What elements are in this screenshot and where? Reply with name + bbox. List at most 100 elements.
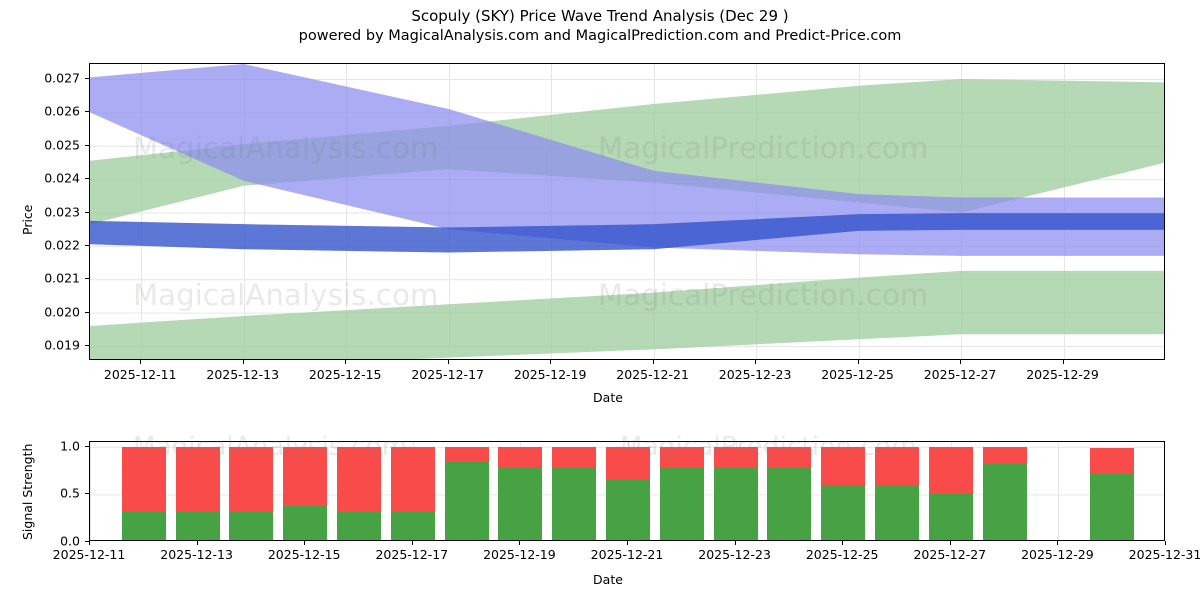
sell-power-bar[interactable] [928,446,973,495]
price-x-tick-label: 2025-12-15 [308,367,382,382]
buy-power-bar[interactable] [713,467,758,540]
power-x-tick-mark [1057,541,1059,545]
price-x-tick-mark [447,360,449,364]
power-x-axis-label: Date [593,572,623,587]
price-chart-axes [89,63,1165,360]
sell-power-bar[interactable] [229,446,274,512]
buy-power-bar[interactable] [390,511,435,540]
power-x-tick-mark [89,541,90,545]
price-y-tick-mark [85,211,89,213]
buy-power-bar[interactable] [874,484,920,540]
power-y-tick-label: 0.5 [60,485,80,501]
power-x-tick-mark [627,541,628,545]
buy-power-bar[interactable] [821,484,866,540]
buy-power-bar[interactable] [928,494,973,540]
power-x-tick-label: 2025-12-11 [52,547,126,562]
price-x-tick-mark [1062,360,1064,364]
sell-power-bar[interactable] [121,446,166,512]
price-y-tick-mark [85,111,89,113]
buy-power-bar[interactable] [982,463,1027,540]
page-subtitle: powered by MagicalAnalysis.com and Magic… [298,28,902,44]
price-x-tick-mark [242,360,244,364]
price-y-tick-mark [85,278,89,280]
price-x-tick-mark [550,360,552,364]
buy-power-bar[interactable] [659,467,704,540]
sell-power-bar[interactable] [444,446,489,462]
price-y-tick-label: 0.020 [44,304,80,320]
buy-power-bar[interactable] [175,511,220,540]
buy-power-bar[interactable] [605,480,651,540]
power-x-tick-label: 2025-12-13 [160,547,233,562]
power-x-tick-mark [1165,541,1166,545]
price-y-tick-label: 0.022 [44,237,80,253]
power-x-tick-label: 2025-12-27 [913,547,987,562]
buy-power-bar[interactable] [121,511,166,540]
power-x-tick-label: 2025-12-31 [1128,547,1200,562]
price-x-tick-mark [345,360,347,364]
sell-power-bar[interactable] [498,446,543,468]
power-y-tick-label: 0.0 [60,533,80,549]
price-band-inner-dark-blue-band [90,213,1164,253]
price-wave-bands [90,64,1164,359]
buy-power-bar[interactable] [498,467,543,540]
sell-power-bar[interactable] [874,446,920,485]
title-block: Scopuly (SKY) Price Wave Trend Analysis … [0,6,1200,46]
power-x-tick-mark [519,541,521,545]
power-x-tick-mark [949,541,951,545]
buy-power-bar[interactable] [444,462,489,540]
sell-power-bar[interactable] [175,446,220,512]
price-y-tick-label: 0.027 [44,70,80,86]
power-y-tick-label: 1.0 [60,438,80,454]
price-band-outer-green-upper [90,79,1164,225]
price-band-outer-green-lower [90,270,1164,359]
buy-power-bar[interactable] [1090,474,1135,540]
power-x-tick-label: 2025-12-15 [267,547,341,562]
price-x-tick-label: 2025-12-11 [103,367,177,382]
buy-power-bar[interactable] [336,511,382,540]
price-x-tick-mark [857,360,859,364]
power-y-tick-mark [85,445,89,447]
power-chart-axes: Buy and Sell Powers [89,441,1165,541]
buy-power-bar[interactable] [283,505,328,540]
sell-power-bar[interactable] [821,446,866,485]
price-y-tick-label: 0.026 [44,103,80,119]
power-y-axis-label: Signal Strength [20,443,35,540]
price-y-tick-label: 0.025 [44,137,80,153]
power-x-tick-mark [842,541,844,545]
power-x-tick-label: 2025-12-23 [698,547,771,562]
page-title: Scopuly (SKY) Price Wave Trend Analysis … [411,7,789,25]
price-y-tick-label: 0.023 [44,204,80,219]
power-y-tick-mark [85,493,89,495]
sell-power-bar[interactable] [659,446,704,468]
price-band-blue-wave-band [90,64,1164,256]
sell-power-bar[interactable] [552,446,597,468]
buy-power-bar[interactable] [552,467,597,540]
power-x-tick-mark [734,541,736,545]
sell-power-bar[interactable] [1090,447,1135,475]
power-x-tick-label: 2025-12-21 [590,547,664,562]
price-x-tick-label: 2025-12-25 [821,367,894,382]
sell-power-bar[interactable] [767,446,812,468]
sell-power-bar[interactable] [336,446,382,512]
sell-power-bar[interactable] [605,446,651,481]
price-y-tick-label: 0.019 [44,337,80,353]
price-x-tick-mark [652,360,654,364]
buy-power-bar[interactable] [767,467,812,540]
power-x-tick-label: 2025-12-17 [375,547,449,562]
sell-power-bar[interactable] [982,446,1027,464]
price-y-tick-label: 0.021 [44,270,80,286]
power-x-tick-label: 2025-12-29 [1021,547,1094,562]
price-x-tick-label: 2025-12-17 [411,367,484,382]
price-x-tick-label: 2025-12-29 [1026,367,1099,382]
price-y-tick-mark [85,311,89,313]
price-x-tick-mark [960,360,962,364]
sell-power-bar[interactable] [713,446,758,468]
buy-power-bar[interactable] [229,511,274,540]
price-plot-area [90,64,1164,359]
power-x-tick-label: 2025-12-19 [483,547,556,562]
sell-power-bar[interactable] [390,446,435,512]
sell-power-bar[interactable] [283,446,328,506]
price-y-axis-label: Price [20,204,35,236]
price-y-tick-mark [85,144,89,146]
